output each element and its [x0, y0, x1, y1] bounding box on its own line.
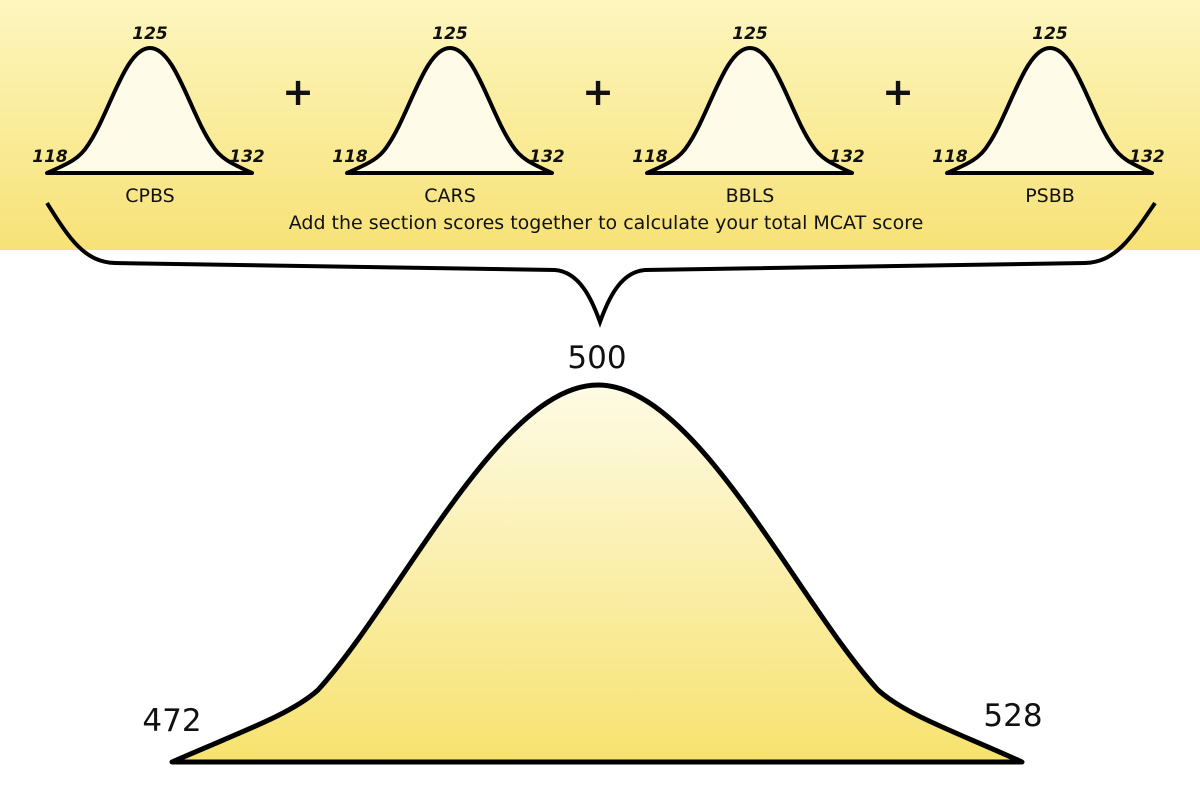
section-min-label: 118	[32, 147, 68, 167]
brace	[45, 201, 1157, 328]
section-curve	[945, 46, 1154, 175]
total-mid-label: 500	[567, 340, 626, 376]
section-mid-label: 125	[732, 24, 768, 44]
section-curve	[45, 46, 254, 175]
section-bbls: 125 118 132 BBLS +	[632, 24, 914, 207]
section-name: CARS	[424, 185, 476, 207]
section-curve	[345, 46, 554, 175]
section-min-label: 118	[932, 147, 968, 167]
section-name: PSBB	[1025, 185, 1075, 207]
section-name: CPBS	[125, 185, 175, 207]
plus-sign: +	[582, 70, 614, 114]
total-curve	[169, 382, 1025, 765]
plus-sign: +	[882, 70, 914, 114]
section-max-label: 132	[829, 147, 865, 167]
section-cpbs: 125 118 132 CPBS +	[32, 24, 314, 207]
section-max-label: 132	[529, 147, 565, 167]
section-min-label: 118	[332, 147, 368, 167]
section-max-label: 132	[1129, 147, 1165, 167]
section-cars: 125 118 132 CARS +	[332, 24, 614, 207]
total-min-label: 472	[142, 703, 201, 739]
total-max-label: 528	[983, 698, 1042, 734]
section-mid-label: 125	[132, 24, 168, 44]
plus-sign: +	[282, 70, 314, 114]
section-curve	[645, 46, 854, 175]
section-mid-label: 125	[1032, 24, 1068, 44]
section-psbb: 125 118 132 PSBB	[932, 24, 1165, 207]
section-mid-label: 125	[432, 24, 468, 44]
section-name: BBLS	[726, 185, 775, 207]
section-min-label: 118	[632, 147, 668, 167]
caption: Add the section scores together to calcu…	[289, 212, 924, 234]
section-max-label: 132	[229, 147, 265, 167]
